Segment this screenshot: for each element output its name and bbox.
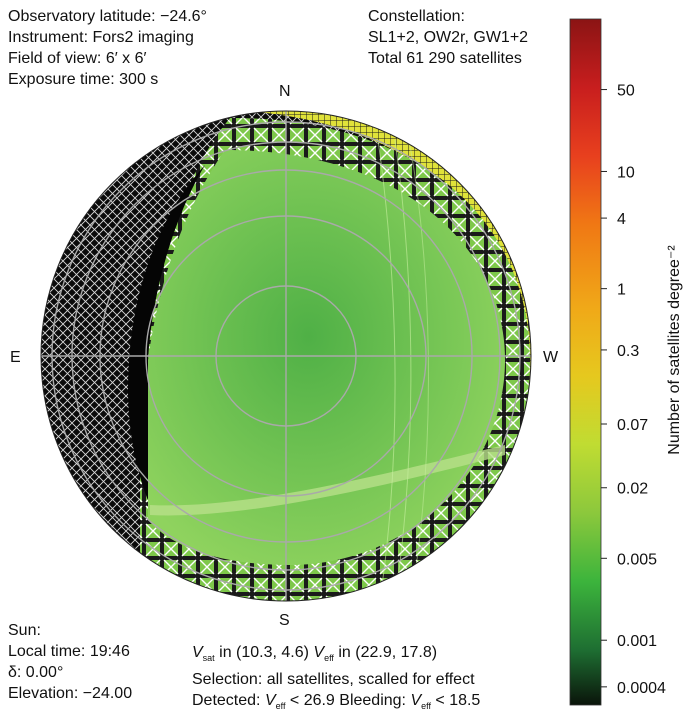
colorbar-tick-label: 0.001 [617,633,657,650]
exposure-text: Exposure time: 300 s [8,71,159,88]
colorbar-tick-label: 4 [617,211,626,228]
constellation-names: SL1+2, OW2r, GW1+2 [368,29,529,46]
colorbar-tick-label: 50 [617,83,635,100]
altitude-grid [41,111,531,601]
colorbar-label: Number of satellites degree⁻² [666,245,683,455]
magnitude-ranges: Vsat in (10.3, 4.6) Veff in (22.9, 17.8) [192,644,438,664]
sun-label: Sun: [8,622,41,639]
colorbar-tick-label: 0.0004 [617,680,666,697]
earth-shadow-band [150,445,505,516]
colorbar-tick-label: 0.3 [617,343,639,360]
constellation-label: Constellation: [368,8,465,25]
field-of-view-text: Field of view: 6′ x 6′ [8,50,147,67]
sun-local-time: Local time: 19:46 [8,643,130,660]
sun-elevation: Elevation: −24.00 [8,685,133,702]
colorbar-tick-label: 0.07 [617,417,648,434]
latitude-text: Observatory latitude: −24.6° [8,8,207,25]
constellation-info: Constellation: SL1+2, OW2r, GW1+2 Total … [368,6,528,69]
colorbar: 50 10 4 1 0.3 0.07 0.02 0.005 0.001 0.0004 Number… [569,18,683,706]
selection-info: Vsat in (10.3, 4.6) Veff in (22.9, 17.8)… [192,642,480,717]
east-label: E [10,349,21,366]
sun-declination: δ: 0.00° [8,664,64,681]
instrument-text: Instrument: Fors2 imaging [8,29,194,46]
green-density-region [148,150,505,565]
horizon-circle [40,110,532,602]
constellation-total: Total 61 290 satellites [368,50,522,67]
selection-text: Selection: all satellites, scalled for e… [192,671,475,689]
shadow-sliver [128,165,205,500]
colorbar-tick-label: 10 [617,164,635,181]
north-label: N [279,83,291,100]
south-label: S [279,612,290,629]
detection-limits: Detected: Veff < 26.9 Bleeding: Veff < 1… [192,692,481,712]
colorbar-tick-label: 0.02 [617,481,648,498]
colorbar-gradient [569,18,602,706]
observation-info: Observatory latitude: −24.6° Instrument:… [8,6,207,90]
west-label: W [543,349,559,366]
colorbar-tick-label: 0.005 [617,551,657,568]
colorbar-tick-label: 1 [617,282,626,299]
sun-info: Sun: Local time: 19:46 δ: 0.00° Elevatio… [8,620,132,704]
